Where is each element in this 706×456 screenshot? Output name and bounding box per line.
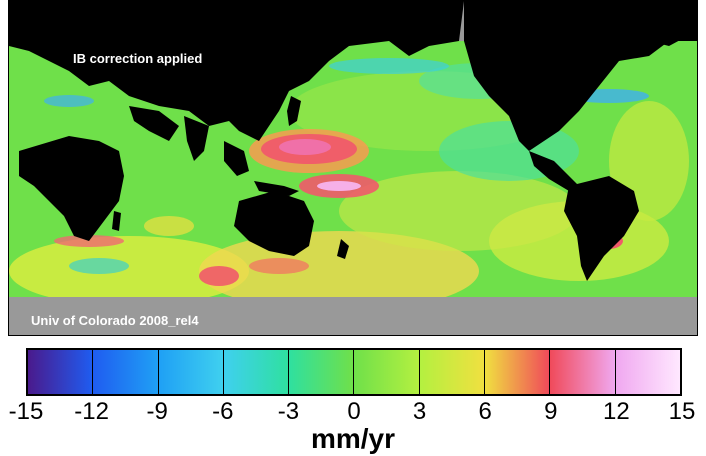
color-scale-segment <box>485 350 551 394</box>
color-scale-tick-label: 6 <box>478 398 492 425</box>
color-scale-segment <box>28 350 94 394</box>
color-scale-segment <box>223 350 290 394</box>
map-label-source: Univ of Colorado 2008_rel4 <box>31 313 199 328</box>
color-scale-tick-label: -12 <box>74 398 109 425</box>
color-scale-segment <box>158 350 224 394</box>
map-graphic <box>9 1 697 335</box>
color-scale-tick-label: 0 <box>347 398 361 425</box>
color-scale-tick-label: 12 <box>603 398 630 425</box>
color-scale-tick-label: -15 <box>8 398 44 425</box>
color-scale-segment <box>419 350 486 394</box>
color-scale-bar <box>26 348 682 396</box>
color-scale-segment <box>289 350 355 394</box>
color-scale-tick-label: 15 <box>668 398 696 425</box>
color-scale-segment <box>550 350 616 394</box>
color-scale-segment <box>354 350 420 394</box>
color-scale-tick-label: -3 <box>277 398 300 425</box>
color-scale-tick-label: 9 <box>544 398 558 425</box>
color-scale-tick-label: -6 <box>212 398 234 425</box>
antarctic-ice <box>9 297 697 335</box>
sea-level-trend-map: IB correction applied Univ of Colorado 2… <box>8 0 698 336</box>
color-scale-segment <box>93 350 159 394</box>
color-scale-unit: mm/yr <box>310 423 396 454</box>
map-label-correction: IB correction applied <box>73 51 203 66</box>
color-scale-ticks: -15 -12 -9 -6 -3 0 3 6 9 12 15 <box>0 396 706 430</box>
color-scale-segment <box>615 350 680 394</box>
color-scale-tick-label: 3 <box>412 398 427 425</box>
color-scale-tick-label: -9 <box>146 398 168 425</box>
land-masses <box>9 1 697 281</box>
